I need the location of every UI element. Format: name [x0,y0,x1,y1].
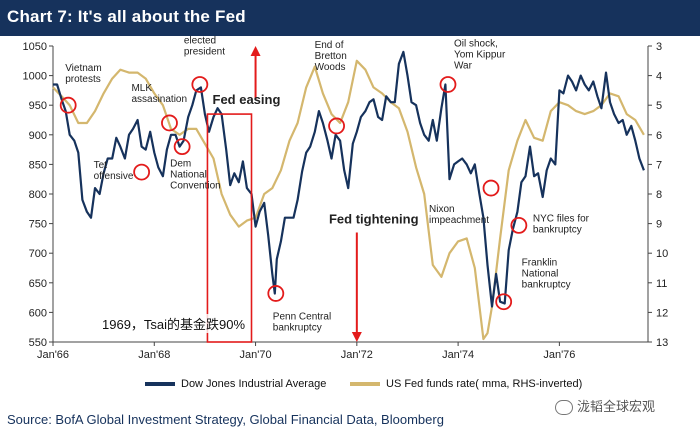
highlight-box-1969 [206,113,253,343]
event-marker [495,293,513,311]
event-label: Tet offensive [94,160,134,182]
chart-title: Chart 7: It's all about the Fed [7,7,246,26]
event-label: MLK assasination [131,83,187,105]
event-marker [191,76,209,93]
event-label: Nixon impeachment [429,204,489,226]
legend-label-dow: Dow Jones Industrial Average [181,378,327,390]
line-chart: 550 600 650 700 750 800 850 900 950 1000 1050 3 4 5 6 7… [23,36,669,361]
event-label: Dem National Convention [170,159,221,192]
event-marker [510,216,528,234]
wechat-icon [555,400,573,416]
y-left-tick-label: 900 [29,130,47,142]
source-note: Source: BofA Global Investment Strategy,… [7,412,444,427]
overlay-caption: 1969，Tsai的基金跌90% [100,314,248,333]
y-left-tick-label: 650 [29,278,47,290]
fed-easing-arrowhead [250,46,261,56]
y-right-tick-label: 6 [656,130,662,142]
y-left-tick-label: 950 [29,100,47,112]
watermark: 泷韬全球宏观 [555,396,656,416]
event-marker [161,114,178,132]
y-right-tick-label: 9 [656,219,662,231]
event-marker [328,117,345,135]
y-left-tick-label: 800 [29,189,47,201]
watermark-text: 泷韬全球宏观 [577,399,656,414]
y-right-tick-label: 10 [656,248,668,260]
legend-item-dow: Dow Jones Industrial Average [145,378,326,390]
event-marker [439,76,457,93]
event-label: End of Bretton Woods [315,40,347,73]
y-right-tick-label: 8 [656,189,662,201]
x-tick-label: Jan'68 [138,349,170,361]
y-left-tick-label: 550 [29,337,47,349]
event-label: Penn Central bankruptcy [273,311,331,333]
fed-tightening-arrowhead [351,332,362,342]
x-tick-label: Jan'74 [442,349,474,361]
y-right-tick-label: 3 [656,41,662,53]
event-marker [267,285,285,302]
legend-item-fed: US Fed funds rate( mma, RHS-inverted) [350,378,582,390]
event-label: Oil shock, Yom Kippur War [454,38,506,71]
y-right-tick-label: 4 [656,71,662,83]
x-tick-label: Jan'66 [37,349,69,361]
x-tick-label: Jan'72 [341,349,373,361]
y-right-tick-label: 11 [656,278,667,290]
series-line-fed [52,59,645,341]
callout-fed-tightening: Fed tightening [329,212,419,227]
y-left-tick-label: 850 [29,159,47,171]
x-tick-label: Jan'76 [543,349,575,361]
legend-label-fed: US Fed funds rate( mma, RHS-inverted) [386,378,583,390]
y-right-tick-label: 13 [656,337,668,349]
y-right-tick-label: 7 [656,159,662,171]
y-right-tick-label: 5 [656,100,662,112]
event-marker [173,138,191,156]
y-left-tick-label: 1050 [23,41,47,53]
legend-swatch-dow [145,382,175,387]
event-label: NYC files for bankruptcy [533,213,590,235]
x-tick-label: Jan'70 [240,349,272,361]
y-left-tick-label: 750 [29,219,47,231]
event-label: Nixonelectedpresident [184,36,225,57]
y-left-tick-label: 700 [29,248,47,260]
event-marker [482,179,500,197]
event-marker [59,96,77,114]
y-right-tick-label: 12 [656,307,668,319]
y-left-tick-label: 1000 [23,71,47,83]
event-label: Vietnam protests [65,63,102,85]
series-line-dow [53,50,645,308]
event-label: Franklin National bankruptcy [522,258,571,291]
legend-swatch-fed [350,382,380,387]
callout-fed-easing: Fed easing [213,92,281,107]
event-marker [133,163,151,181]
y-left-tick-label: 600 [29,307,47,319]
title-bar: Chart 7: It's all about the Fed [0,0,700,36]
